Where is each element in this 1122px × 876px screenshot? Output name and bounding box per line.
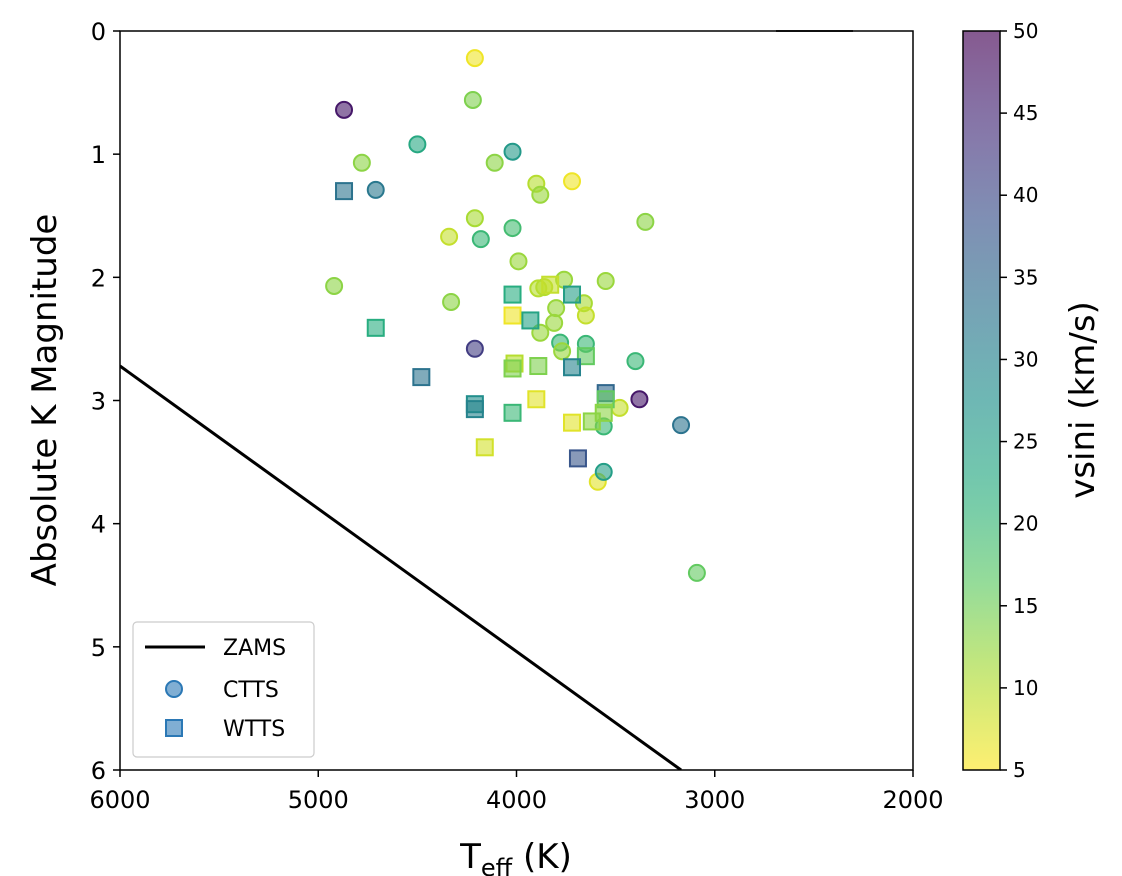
ctts-point (531, 185, 550, 204)
colorbar-tick-label: 5 (1013, 758, 1026, 782)
plot-area (119, 30, 914, 771)
colorbar-ticks: 5 10 15 20 25 30 35 40 45 50 (1000, 19, 1038, 782)
ctts-point (352, 153, 371, 172)
legend-wtts-swatch (165, 719, 183, 737)
ctts-point (576, 306, 595, 325)
wtts-point (503, 285, 522, 304)
wtts-point (503, 359, 522, 378)
wtts-point (335, 182, 354, 201)
y-tick-label: 6 (91, 757, 106, 785)
wtts-point (541, 275, 560, 294)
colorbar-bar (962, 30, 1001, 771)
ctts-point (463, 90, 482, 109)
ctts-point (594, 462, 613, 481)
ctts-point (503, 142, 522, 161)
x-tick-label: 2000 (882, 786, 943, 814)
x-tick-label: 4000 (486, 786, 547, 814)
colorbar-tick-label: 10 (1013, 676, 1038, 700)
wtts-point (563, 285, 582, 304)
y-axis-label: Absolute K Magnitude (25, 214, 65, 587)
legend-ctts-label: CTTS (223, 678, 279, 703)
ctts-point (335, 100, 354, 119)
colorbar-tick-label: 30 (1013, 347, 1038, 371)
x-axis-label-unit: (K) (512, 837, 572, 876)
wtts-point (563, 358, 582, 377)
colorbar-tick-label: 15 (1013, 594, 1038, 618)
wtts-point (465, 400, 484, 419)
x-axis-label: Teff (K) (459, 837, 572, 876)
colorbar-tick-label: 40 (1013, 183, 1038, 207)
wtts-point (529, 357, 548, 376)
zams-line (120, 364, 682, 770)
ctts-point (440, 227, 459, 246)
ctts-point (509, 252, 528, 271)
y-axis: 0 1 2 3 4 5 6 (91, 18, 120, 785)
ctts-point (545, 313, 564, 332)
y-tick-label: 3 (91, 388, 106, 416)
ctts-point (465, 339, 484, 358)
ctts-point (503, 219, 522, 238)
y-tick-label: 4 (91, 511, 106, 539)
colorbar-tick-label: 45 (1013, 101, 1038, 125)
wtts-point (563, 413, 582, 432)
ctts-point (471, 230, 490, 249)
y-tick-label: 2 (91, 264, 106, 292)
colorbar: 5 10 15 20 25 30 35 40 45 50 vsini (km/s) (962, 19, 1103, 782)
ctts-point (563, 172, 582, 191)
legend-wtts-label: WTTS (223, 717, 285, 742)
ctts-point (687, 563, 706, 582)
y-tick-label: 0 (91, 18, 106, 46)
ctts-point (553, 342, 572, 361)
wtts-point (582, 412, 601, 431)
legend: ZAMS CTTS WTTS (132, 621, 315, 758)
ctts-point (672, 416, 691, 435)
ctts-point (626, 352, 645, 371)
ctts-point (442, 292, 461, 311)
wtts-point (527, 390, 546, 409)
wtts-point (568, 449, 587, 468)
y-tick-label: 5 (91, 634, 106, 662)
x-tick-label: 6000 (89, 786, 150, 814)
wtts-point (412, 368, 431, 387)
ctts-point (630, 390, 649, 409)
x-axis-label-main: T (459, 837, 481, 876)
zams-layer (120, 364, 682, 770)
y-tick-label: 1 (91, 141, 106, 169)
wtts-point (503, 306, 522, 325)
colorbar-tick-label: 50 (1013, 19, 1038, 43)
x-tick-label: 3000 (684, 786, 745, 814)
points-layer (325, 49, 706, 582)
x-axis-label-sub: eff (481, 854, 513, 876)
wtts-point (475, 438, 494, 457)
ctts-point (485, 153, 504, 172)
ctts-point (596, 272, 615, 291)
ctts-point (408, 135, 427, 154)
ctts-point (547, 299, 566, 318)
wtts-point (521, 311, 540, 330)
legend-zams-label: ZAMS (223, 636, 286, 661)
wtts-point (576, 347, 595, 366)
x-tick-label: 5000 (288, 786, 349, 814)
colorbar-tick-label: 35 (1013, 265, 1038, 289)
colorbar-tick-label: 25 (1013, 430, 1038, 454)
colorbar-label: vsini (km/s) (1063, 301, 1103, 499)
x-axis: 6000 5000 4000 3000 2000 (89, 770, 944, 814)
colorbar-tick-label: 20 (1013, 512, 1038, 536)
ctts-point (465, 209, 484, 228)
ctts-point (465, 49, 484, 68)
ctts-point (325, 276, 344, 295)
ctts-point (636, 212, 655, 231)
legend-ctts-swatch (165, 680, 183, 698)
wtts-point (366, 318, 385, 337)
ctts-point (366, 180, 385, 199)
wtts-point (503, 403, 522, 422)
